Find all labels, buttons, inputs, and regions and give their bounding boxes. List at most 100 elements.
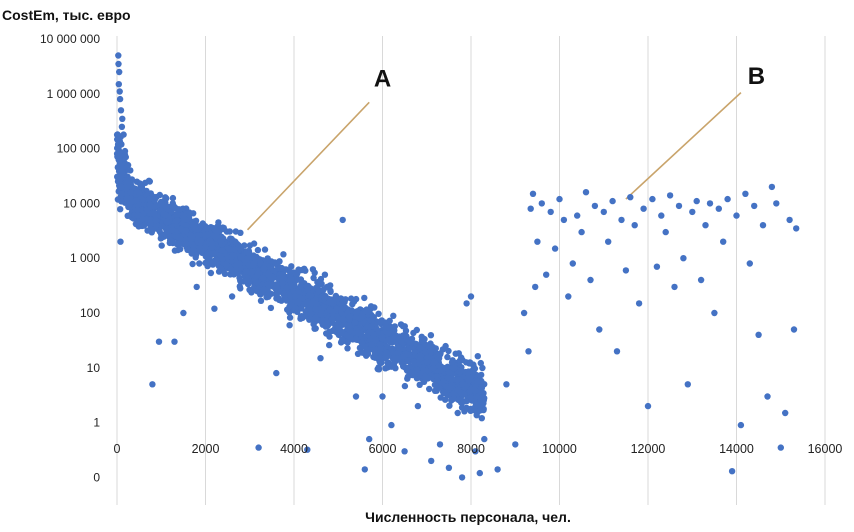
scatter-point [318, 307, 325, 314]
scatter-point [169, 194, 177, 202]
scatter-point [173, 212, 181, 219]
scatter-point [153, 217, 160, 224]
scatter-point [408, 369, 415, 376]
annotation-line-A [246, 101, 370, 231]
scatter-point [330, 297, 337, 304]
scatter-point [649, 195, 656, 203]
scatter-point [320, 286, 327, 293]
scatter-point [231, 246, 239, 253]
scatter-point [260, 265, 268, 272]
scatter-point [117, 107, 125, 114]
scatter-point [379, 333, 386, 341]
scatter-point [503, 381, 510, 388]
scatter-point [329, 315, 336, 322]
scatter-point [454, 376, 461, 383]
scatter-point [259, 274, 267, 282]
scatter-point [162, 212, 169, 219]
scatter-point [684, 381, 691, 388]
scatter-point [256, 256, 263, 263]
scatter-point [169, 203, 177, 210]
scatter-point [764, 393, 771, 400]
x-axis-title: Численность персонала, чел. [365, 509, 571, 525]
scatter-point [287, 275, 295, 282]
scatter-point [228, 253, 235, 260]
scatter-point [169, 226, 176, 234]
scatter-point [245, 250, 252, 257]
scatter-point [304, 446, 311, 453]
scatter-point [436, 441, 444, 448]
scatter-point [751, 202, 758, 210]
scatter-point [116, 153, 123, 160]
scatter-point [326, 341, 333, 349]
scatter-point [311, 325, 318, 332]
scatter-point [454, 409, 461, 417]
axes: 0 2000 4000 6000 8000 10000 12000 14000 16000 10 … [40, 32, 842, 484]
scatter-point [478, 371, 485, 379]
scatter-point [197, 237, 205, 245]
scatter-point [265, 281, 272, 288]
scatter-point [352, 336, 360, 343]
scatter-point [156, 191, 163, 199]
scatter-point [388, 421, 395, 429]
scatter-point [476, 407, 484, 414]
scatter-point [477, 359, 484, 367]
scatter-point [390, 354, 398, 362]
scatter-point [146, 201, 154, 209]
scatter-point [470, 366, 478, 373]
scatter-point [467, 407, 474, 414]
y-tick-label: 100 [80, 306, 100, 320]
scatter-point [458, 404, 466, 411]
scatter-point [644, 402, 652, 410]
y-tick-label: 10 000 [63, 196, 100, 210]
scatter-point [372, 336, 379, 344]
scatter-point [680, 255, 687, 262]
scatter-point [666, 192, 674, 199]
scatter-point [395, 344, 402, 351]
scatter-point [133, 197, 140, 204]
scatter-point [578, 228, 585, 236]
scatter-point [437, 394, 444, 401]
scatter-point [196, 223, 204, 230]
scatter-point [382, 365, 389, 372]
scatter-point [480, 400, 487, 407]
scatter-point [176, 206, 183, 213]
scatter-point [600, 208, 607, 216]
scatter-point [146, 195, 153, 203]
scatter-point [207, 269, 215, 277]
scatter-point [370, 331, 377, 338]
scatter-point [635, 300, 643, 307]
scatter-point [139, 216, 146, 223]
scatter-point [288, 263, 295, 270]
scatter-point [310, 274, 317, 282]
scatter-point [467, 394, 474, 401]
scatter-point [118, 141, 125, 148]
scatter-point [379, 393, 386, 400]
scatter-point [706, 200, 714, 207]
scatter-point [303, 283, 310, 290]
scatter-point [372, 354, 379, 361]
scatter-point [115, 81, 123, 88]
x-tick-label: 6000 [369, 442, 397, 456]
scatter-point [403, 336, 411, 343]
scatter-point [166, 239, 173, 247]
scatter-point [272, 284, 279, 291]
scatter-point [452, 350, 459, 357]
scatter-point [127, 167, 134, 174]
scatter-point [401, 448, 408, 455]
scatter-point [280, 291, 288, 298]
scatter-point [773, 200, 780, 207]
scatter-point [424, 342, 432, 349]
scatter-point [267, 304, 275, 312]
scatter-point [474, 378, 481, 385]
scatter-point [352, 393, 360, 400]
scatter-point [478, 415, 485, 422]
scatter-point [116, 68, 123, 76]
scatter-point [436, 384, 443, 391]
scatter-point [177, 245, 184, 253]
scatter-point [237, 253, 244, 261]
scatter-point [435, 354, 443, 362]
scatter-point [446, 369, 453, 376]
scatter-point [473, 412, 480, 419]
scatter-point [556, 195, 563, 203]
scatter-point [115, 60, 122, 68]
